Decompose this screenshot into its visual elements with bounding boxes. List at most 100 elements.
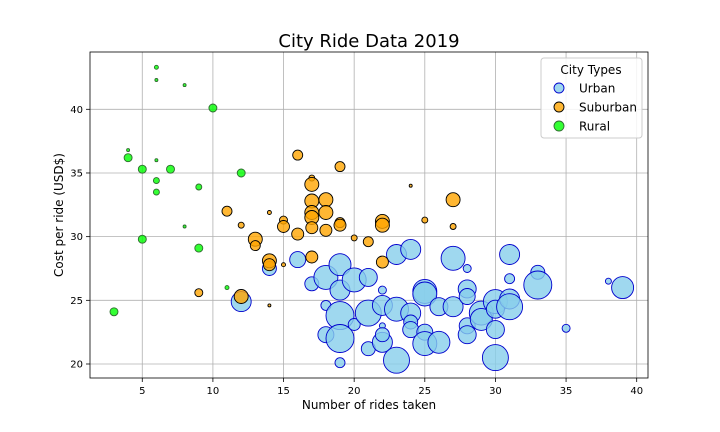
rural-point xyxy=(123,153,133,163)
urban-point xyxy=(374,327,390,343)
urban-point xyxy=(481,344,509,372)
rural-point xyxy=(109,307,119,317)
suburban-point xyxy=(267,303,272,308)
urban-point xyxy=(412,281,438,307)
legend-box xyxy=(540,57,643,139)
x-tick-label: 20 xyxy=(348,386,361,397)
urban-point xyxy=(358,267,378,287)
suburban-point xyxy=(445,192,461,208)
suburban-point xyxy=(375,255,389,269)
suburban-point xyxy=(305,221,319,235)
suburban-point xyxy=(305,250,319,264)
x-tick-label: 5 xyxy=(139,386,145,397)
urban-point xyxy=(561,323,571,333)
urban-point xyxy=(377,285,387,295)
urban-point xyxy=(400,238,422,260)
urban-point xyxy=(499,244,521,265)
rural-point xyxy=(137,164,147,174)
suburban-point xyxy=(281,262,286,268)
y-tick-label: 25 xyxy=(70,296,83,307)
x-tick-label: 40 xyxy=(630,386,643,397)
urban-point xyxy=(457,325,477,345)
suburban-point xyxy=(334,161,346,173)
urban-point xyxy=(347,318,361,331)
rural-point xyxy=(194,243,204,253)
urban-point xyxy=(462,264,472,273)
rural-point xyxy=(152,177,160,185)
x-tick-label: 35 xyxy=(560,386,573,397)
y-tick-label: 40 xyxy=(70,105,83,116)
suburban-point xyxy=(291,227,305,241)
suburban-point xyxy=(362,236,374,248)
urban-point xyxy=(604,277,612,285)
legend-label-urban: Urban xyxy=(579,82,615,96)
x-tick-label: 30 xyxy=(489,386,502,397)
suburban-point xyxy=(233,289,249,304)
legend-title: City Types xyxy=(560,63,621,77)
y-tick-label: 30 xyxy=(70,232,83,243)
x-tick-label: 25 xyxy=(418,386,431,397)
rural-point xyxy=(195,183,203,191)
x-axis-label: Number of rides taken xyxy=(302,398,436,412)
urban-point xyxy=(611,276,635,300)
urban-point xyxy=(442,296,464,318)
rural-point xyxy=(182,83,187,88)
y-tick-label: 35 xyxy=(70,168,83,179)
rural-point xyxy=(154,78,159,82)
suburban-point xyxy=(333,218,347,232)
suburban-point xyxy=(304,176,320,192)
urban-point xyxy=(440,245,466,271)
legend-marker-rural xyxy=(553,120,565,132)
suburban-point xyxy=(249,240,261,252)
y-axis-ticks: 20 25 30 35 40 xyxy=(70,105,90,370)
x-tick-label: 15 xyxy=(277,386,290,397)
rural-point xyxy=(236,168,246,178)
suburban-point xyxy=(350,234,358,242)
urban-point xyxy=(458,288,476,305)
suburban-point xyxy=(266,210,272,215)
suburban-point xyxy=(408,183,413,188)
suburban-point xyxy=(318,205,334,220)
rural-point xyxy=(182,224,187,229)
suburban-point xyxy=(319,223,333,237)
rural-point xyxy=(166,164,175,174)
rural-point xyxy=(152,188,160,196)
suburban-point xyxy=(421,216,429,224)
urban-point xyxy=(325,324,355,353)
urban-point xyxy=(496,293,524,321)
suburban-point xyxy=(449,223,457,230)
legend-label-rural: Rural xyxy=(579,120,610,134)
rural-point xyxy=(137,234,147,244)
legend: City Types Urban Suburban Rural xyxy=(540,57,643,139)
legend-marker-urban xyxy=(553,82,565,94)
urban-point xyxy=(334,357,346,369)
suburban-point xyxy=(262,258,276,272)
urban-point xyxy=(427,330,451,354)
urban-point xyxy=(383,346,410,374)
legend-marker-suburban xyxy=(553,101,565,113)
y-axis-label: Cost per ride (USD$) xyxy=(52,153,66,277)
y-tick-label: 20 xyxy=(70,359,83,370)
urban-point xyxy=(523,270,553,300)
chart-title: City Ride Data 2019 xyxy=(278,31,459,52)
urban-point xyxy=(289,251,307,269)
suburban-point xyxy=(194,288,204,298)
suburban-point xyxy=(221,205,233,217)
suburban-point xyxy=(374,217,390,233)
urban-point xyxy=(328,253,352,277)
plot-frame xyxy=(89,51,649,379)
x-axis-ticks: 5 10 15 20 25 30 35 40 xyxy=(139,378,643,397)
rural-point xyxy=(126,148,131,153)
urban-point xyxy=(504,273,516,285)
suburban-point xyxy=(292,149,304,161)
suburban-point xyxy=(318,192,334,208)
data-points xyxy=(109,64,635,374)
suburban-point xyxy=(237,221,245,229)
urban-point xyxy=(485,320,505,340)
rural-point xyxy=(154,158,159,163)
suburban-point xyxy=(277,220,290,233)
rural-point xyxy=(224,285,230,291)
urban-point xyxy=(469,307,493,331)
x-tick-label: 10 xyxy=(207,386,220,397)
